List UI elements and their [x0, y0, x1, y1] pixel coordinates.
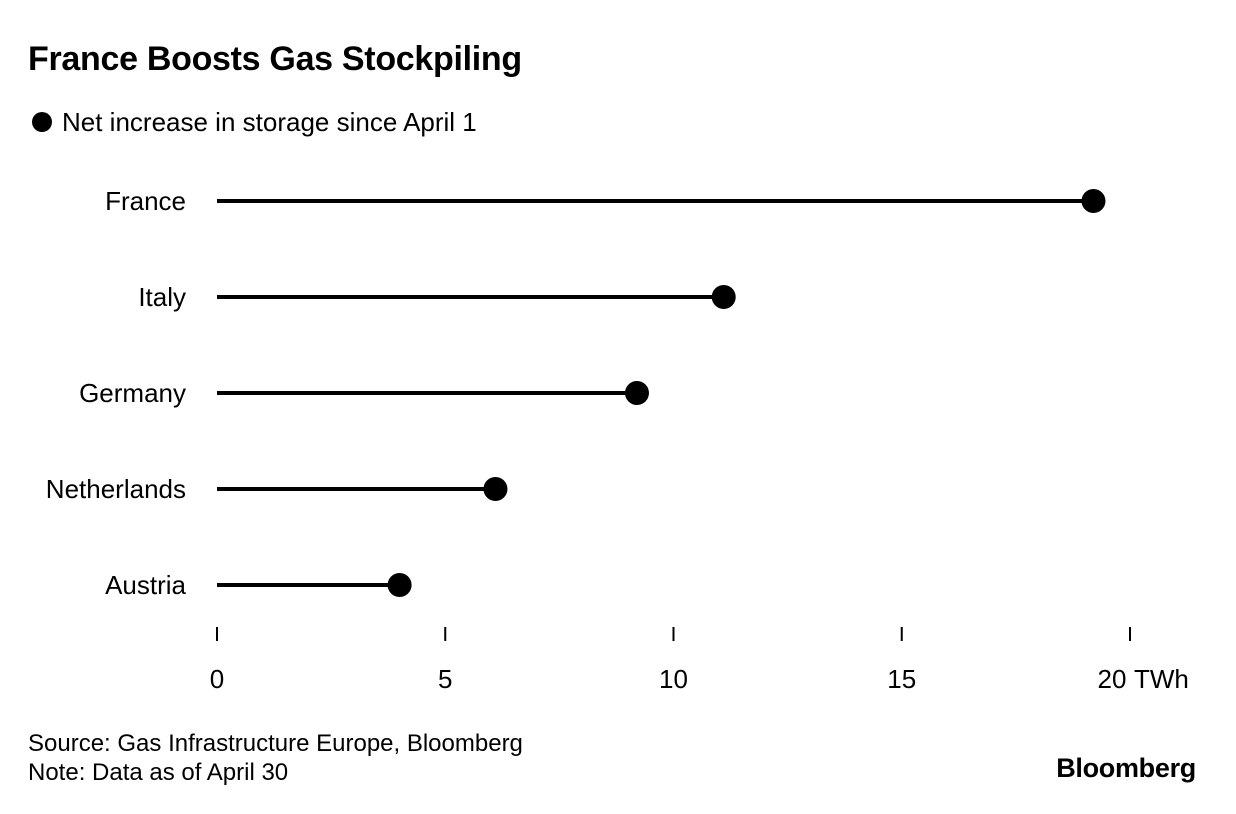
category-label-italy: Italy	[138, 282, 186, 312]
point-italy	[711, 285, 736, 309]
x-tick-label-0: 0	[210, 664, 224, 694]
bloomberg-logo: Bloomberg	[1056, 753, 1196, 783]
category-label-austria: Austria	[105, 570, 186, 600]
point-netherlands	[483, 477, 508, 501]
chart-title: France Boosts Gas Stockpiling	[28, 40, 522, 78]
x-tick-label-20: 20	[1098, 664, 1127, 694]
legend-dot-icon	[32, 112, 52, 132]
point-france	[1081, 189, 1106, 213]
point-germany	[624, 381, 649, 405]
category-label-netherlands: Netherlands	[46, 474, 186, 504]
category-label-france: France	[105, 186, 186, 216]
point-austria	[387, 573, 412, 597]
legend: Net increase in storage since April 1	[32, 107, 477, 137]
category-label-germany: Germany	[79, 378, 186, 408]
x-tick-label-15: 15	[887, 664, 916, 694]
data-note: Note: Data as of April 30	[28, 759, 289, 786]
source-note: Source: Gas Infrastructure Europe, Bloom…	[28, 730, 523, 757]
x-unit-label: TWh	[1134, 664, 1189, 694]
x-tick-label-5: 5	[438, 664, 452, 694]
legend-label: Net increase in storage since April 1	[62, 106, 477, 137]
x-tick-label-10: 10	[659, 664, 688, 694]
